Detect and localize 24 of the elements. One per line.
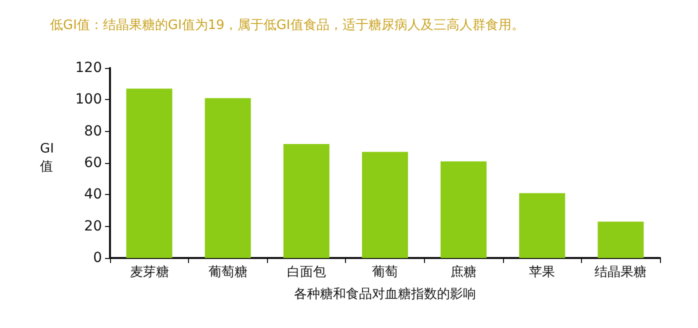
x-tick-label: 庶糖 — [450, 264, 477, 280]
bar — [362, 152, 408, 258]
x-tick-label: 结晶果糖 — [594, 265, 647, 280]
bar — [598, 222, 644, 258]
y-tick-label: 100 — [75, 92, 102, 108]
bar — [204, 98, 251, 258]
x-tick-label: 苹果 — [529, 265, 556, 280]
chart-title: 低GI值：结晶果糖的GI值为19，属于低GI值食品，适于糖尿病人及三高人群食用。 — [50, 17, 524, 33]
y-tick-label: 120 — [75, 60, 102, 76]
y-tick-label: 20 — [84, 218, 102, 234]
x-tick-label: 麦芽糖 — [130, 265, 169, 280]
y-tick-label: 60 — [84, 155, 102, 171]
x-tick-label: 白面包 — [286, 265, 326, 280]
y-axis-title: GI值 — [40, 142, 54, 174]
x-tick-label: 葡萄 — [372, 265, 398, 280]
y-tick-label: 40 — [84, 186, 102, 203]
bar — [440, 161, 487, 258]
y-tick-label: 80 — [84, 123, 102, 140]
bar — [519, 193, 566, 258]
bar — [283, 144, 330, 258]
bar — [126, 88, 172, 258]
x-axis-title: 各种糖和食品对血糖指数的影响 — [294, 287, 476, 302]
x-tick-label: 葡萄糖 — [208, 265, 248, 280]
y-tick-label: 0 — [93, 250, 102, 266]
